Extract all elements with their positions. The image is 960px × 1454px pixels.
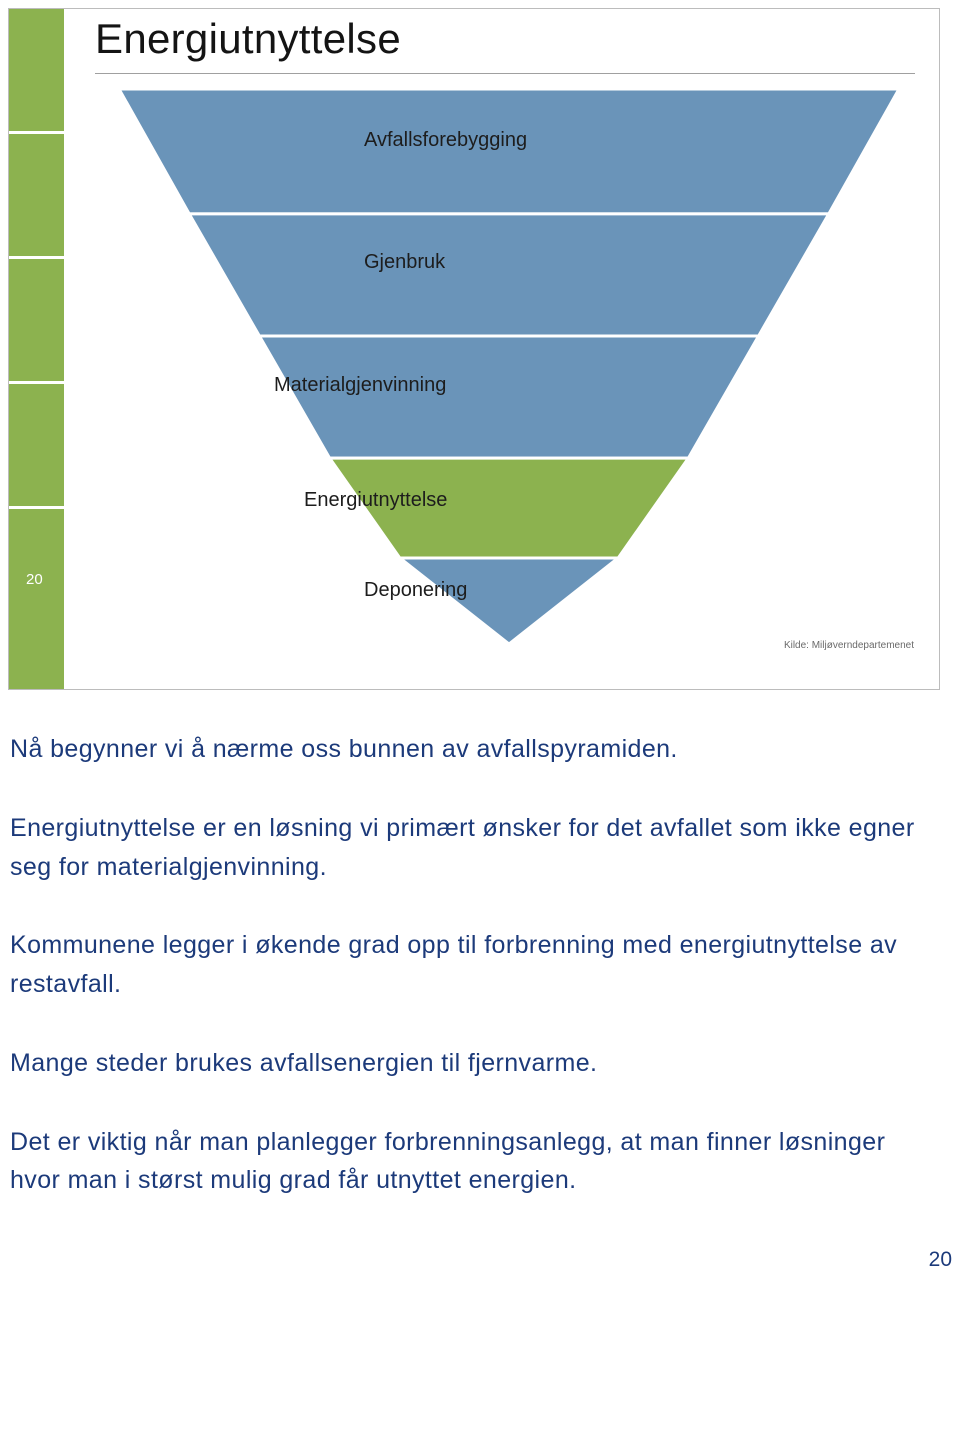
- sidebar-segment: [9, 509, 64, 689]
- pyramid-level-shape: [189, 214, 829, 336]
- pyramid-level-label: Energiutnyttelse: [304, 489, 447, 512]
- sidebar-segment: [9, 9, 64, 134]
- slide: 20 Energiutnyttelse Avfallsforebygging G…: [8, 8, 940, 690]
- slide-number-badge: 20: [26, 571, 43, 588]
- slide-title: Energiutnyttelse: [95, 15, 401, 63]
- sidebar-segment: [9, 259, 64, 384]
- sidebar-segment: [9, 134, 64, 259]
- pyramid-level-label: Gjenbruk: [364, 251, 445, 274]
- notes-paragraph: Mange steder brukes avfallsenergien til …: [10, 1044, 940, 1083]
- title-rule: [95, 73, 915, 74]
- pyramid-svg: [119, 89, 899, 644]
- notes-text: Nå begynner vi å nærme oss bunnen av avf…: [10, 730, 940, 1200]
- pyramid-level-shape: [259, 336, 758, 458]
- page-footer-number: 20: [0, 1240, 952, 1276]
- notes-paragraph: Energiutnyttelse er en løsning vi primær…: [10, 809, 940, 887]
- pyramid-level-label: Materialgjenvinning: [274, 374, 446, 397]
- notes-paragraph: Nå begynner vi å nærme oss bunnen av avf…: [10, 730, 940, 769]
- pyramid-stage: Avfallsforebygging Gjenbruk Materialgjen…: [119, 89, 899, 644]
- notes-paragraph: Det er viktig når man planlegger forbren…: [10, 1123, 940, 1201]
- pyramid-level-label: Deponering: [364, 579, 467, 602]
- sidebar-segment: [9, 384, 64, 509]
- notes-paragraph: Kommunene legger i økende grad opp til f…: [10, 926, 940, 1004]
- pyramid-level-label: Avfallsforebygging: [364, 129, 527, 152]
- source-label: Kilde: Miljøverndepartemenet: [784, 640, 914, 651]
